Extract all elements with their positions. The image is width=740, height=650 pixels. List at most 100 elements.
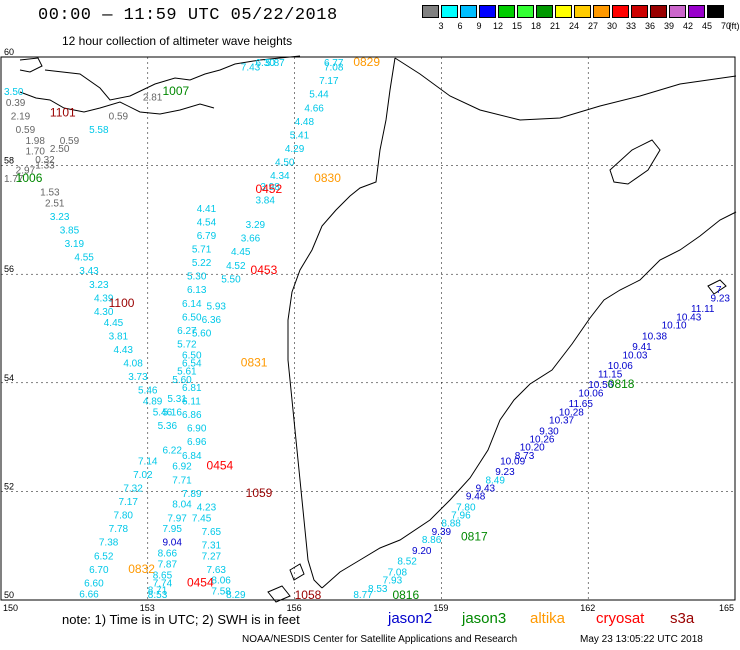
wave-height-value: 9.20 <box>412 546 432 557</box>
legend-swatch <box>669 5 686 18</box>
wave-height-value: 4.45 <box>104 318 124 329</box>
wave-height-value: 7.08 <box>324 63 344 74</box>
wave-height-value: 3.73 <box>128 372 148 383</box>
latitude-label: 52 <box>4 481 14 491</box>
legend-tick-label: 70 <box>720 21 731 31</box>
land-coastline <box>19 55 737 603</box>
wave-height-value: 4.23 <box>197 502 217 513</box>
longitude-label: 159 <box>433 603 448 613</box>
wave-height-value: 6.79 <box>197 231 217 242</box>
wave-height-value: 5.60 <box>192 329 212 340</box>
wave-height-value: 4.30 <box>94 307 114 318</box>
karaginsky-island <box>609 139 661 185</box>
wave-height-value: 7.32 <box>123 483 143 494</box>
wave-height-value: 9.39 <box>432 527 452 538</box>
legend-tick-label: 42 <box>682 21 693 31</box>
wave-height-value: 5.87 <box>265 58 285 69</box>
legend-swatch <box>422 5 439 18</box>
wave-height-value: 10.28 <box>559 407 584 418</box>
legend-tick-label: 15 <box>511 21 522 31</box>
wave-height-value: 2.51 <box>45 198 65 209</box>
track-time-label: 0831 <box>241 356 268 370</box>
wave-height-value: 7.31 <box>202 540 222 551</box>
wave-height-value: 8.71 <box>148 585 168 596</box>
wave-height-value: 1.77 <box>4 174 24 185</box>
wave-height-value: 9.48 <box>466 492 486 503</box>
wave-height-value: 7.02 <box>133 470 153 481</box>
wave-height-value: 7.45 <box>192 513 212 524</box>
wave-height-value: 6.66 <box>79 589 99 600</box>
latitude-label: 58 <box>4 156 14 166</box>
units-note: note: 1) Time is in UTC; 2) SWH is in fe… <box>62 612 300 627</box>
latitude-label: 54 <box>4 373 14 383</box>
wave-height-value: 7.87 <box>158 559 178 570</box>
wave-height-value: 7.89 <box>182 489 202 500</box>
wave-height-value: 5.60 <box>172 375 192 386</box>
map-border <box>0 56 736 601</box>
wave-height-value: 4.48 <box>295 117 315 128</box>
wave-height-value: 8.65 <box>153 570 173 581</box>
wave-height-value: 6.54 <box>182 359 202 370</box>
legend-swatch <box>460 5 477 18</box>
track-time-label: 0830 <box>314 171 341 185</box>
wave-height-value: 7.14 <box>138 456 158 467</box>
wave-height-value: 4.41 <box>197 204 217 215</box>
wave-height-value: 7.97 <box>167 513 187 524</box>
satellite-name-s3a: s3a <box>670 610 695 627</box>
latitude-label: 56 <box>4 264 14 274</box>
wave-height-value: 6.30 <box>255 58 275 69</box>
wave-height-value: 1.33 <box>35 160 55 171</box>
track-time-label: 0816 <box>392 588 419 602</box>
wave-height-value: 8.52 <box>397 557 417 568</box>
wave-height-value: 4.29 <box>285 144 305 155</box>
wave-height-value: 3.84 <box>255 196 275 207</box>
wave-height-value: 5.71 <box>192 244 212 255</box>
track-time-label: 0454 <box>207 459 234 473</box>
wave-height-value: 5.44 <box>309 90 329 101</box>
wave-height-value: 8.29 <box>226 590 246 601</box>
longitude-label: 162 <box>580 603 595 613</box>
wave-height-value: 7.80 <box>456 502 476 513</box>
koni-peninsula <box>19 57 43 73</box>
legend-tick-label: 39 <box>663 21 674 31</box>
wave-height-value: 8.49 <box>485 475 505 486</box>
legend-swatch <box>479 5 496 18</box>
wave-height-value: 3.43 <box>79 266 99 277</box>
legend-tick-label: 12 <box>492 21 503 31</box>
track-time-label: 0832 <box>128 562 155 576</box>
track-time-label: 0818 <box>608 377 635 391</box>
wave-height-value: 0.59 <box>60 136 80 147</box>
legend-tick-label: 45 <box>701 21 712 31</box>
longitude-label: 165 <box>719 603 734 613</box>
generated-timestamp: May 23 13:05:22 UTC 2018 <box>580 634 703 645</box>
wave-height-value: 3.29 <box>246 220 266 231</box>
wave-height-value: 8.66 <box>158 549 178 560</box>
wave-height-value: 2.97 <box>16 166 36 177</box>
legend-swatch <box>555 5 572 18</box>
wave-height-value: 6.14 <box>182 299 202 310</box>
wave-height-value: 2.81 <box>143 92 163 103</box>
wave-height-value: 4.45 <box>231 247 251 258</box>
map-frame <box>0 56 736 601</box>
wave-height-value: 7.71 <box>172 475 192 486</box>
wave-height-value: 5.46 <box>138 386 158 397</box>
track-time-labels: 1101 1007 1006 0829 0452 0830 0453 1100 0831 0454… <box>16 55 635 602</box>
legend-swatch <box>631 5 648 18</box>
wave-height-value: 3.98 <box>260 182 280 193</box>
credit-line: NOAA/NESDIS Center for Satellite Applica… <box>242 634 518 645</box>
wave-height-value: 7.95 <box>162 524 182 535</box>
wave-height-value: 8.73 <box>515 451 535 462</box>
track-time-label: 0453 <box>251 263 278 277</box>
wave-height-value: 5.50 <box>221 274 241 285</box>
track-time-label: 1101 <box>50 106 76 120</box>
wave-height-value: 5.93 <box>207 301 227 312</box>
longitude-label: 153 <box>140 603 155 613</box>
wave-height-value: 1.53 <box>40 187 60 198</box>
legend-unit: (ft) <box>728 21 740 31</box>
wave-height-value: 7.63 <box>207 565 227 576</box>
satellite-name-altika: altika <box>530 610 566 627</box>
legend-tick-label: 33 <box>625 21 636 31</box>
wave-height-value: 3.23 <box>89 280 109 291</box>
wave-height-value: 3.19 <box>65 239 85 250</box>
wave-height-value: 7.08 <box>388 568 408 579</box>
